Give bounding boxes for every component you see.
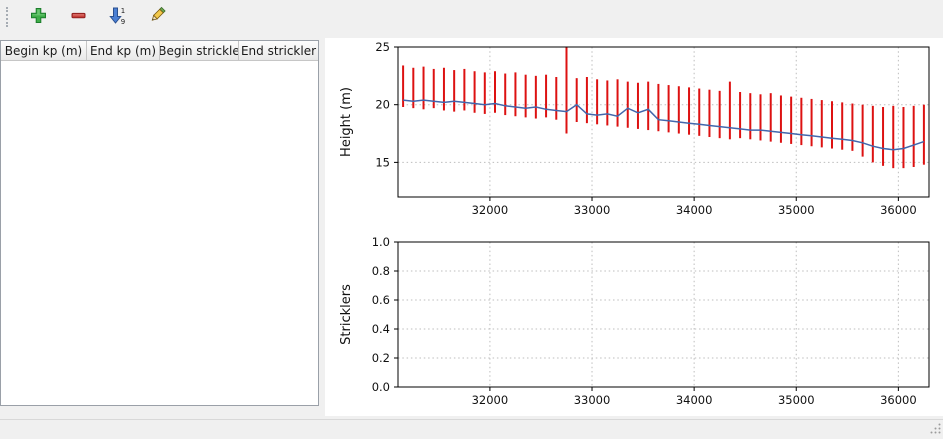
charts-panel: 32000 33000 34000 35000 36000 15 20 25 Height (m…: [325, 38, 943, 416]
table-body[interactable]: [1, 61, 318, 405]
add-row-button[interactable]: [24, 4, 52, 30]
svg-text:32000: 32000: [472, 203, 509, 217]
sort-numeric-button[interactable]: 1 9: [104, 4, 132, 30]
stricklers-table: Begin kp (m) End kp (m) Begin strickle E…: [0, 40, 319, 406]
svg-text:34000: 34000: [676, 393, 713, 407]
svg-text:0.8: 0.8: [372, 264, 390, 278]
svg-text:9: 9: [121, 18, 125, 26]
svg-text:34000: 34000: [676, 203, 713, 217]
column-header-begin-strickler[interactable]: Begin strickle: [160, 41, 239, 60]
svg-text:32000: 32000: [472, 393, 509, 407]
svg-text:Height (m): Height (m): [339, 87, 354, 157]
svg-text:35000: 35000: [778, 203, 815, 217]
table-header-row: Begin kp (m) End kp (m) Begin strickle E…: [1, 41, 318, 61]
svg-text:33000: 33000: [574, 393, 611, 407]
svg-text:1.0: 1.0: [372, 235, 390, 249]
svg-text:25: 25: [375, 40, 390, 54]
svg-text:0.4: 0.4: [372, 322, 390, 336]
toolbar-drag-handle[interactable]: [6, 7, 10, 27]
remove-row-button[interactable]: [64, 4, 92, 30]
column-header-end-kp[interactable]: End kp (m): [87, 41, 160, 60]
plus-icon: [30, 7, 47, 27]
minus-icon: [70, 7, 87, 27]
svg-text:33000: 33000: [574, 203, 611, 217]
svg-text:0.6: 0.6: [372, 293, 390, 307]
svg-text:20: 20: [375, 98, 390, 112]
sort-numeric-icon: 1 9: [108, 6, 128, 29]
svg-text:0.2: 0.2: [372, 351, 390, 365]
svg-text:36000: 36000: [880, 203, 917, 217]
toolbar: 1 9: [0, 0, 943, 34]
status-bar: [0, 419, 943, 434]
edit-button[interactable]: [144, 4, 172, 30]
column-header-end-strickler[interactable]: End strickler: [240, 43, 317, 58]
svg-text:0.0: 0.0: [372, 380, 390, 394]
column-header-begin-kp[interactable]: Begin kp (m): [1, 41, 87, 60]
svg-text:35000: 35000: [778, 393, 815, 407]
pencil-icon: [149, 6, 168, 28]
stricklers-chart: 32000 33000 34000 35000 36000 0.0 0.2 0.4 0.6 0.8…: [339, 235, 930, 407]
svg-text:1: 1: [121, 7, 125, 15]
svg-text:36000: 36000: [880, 393, 917, 407]
svg-text:Stricklers: Stricklers: [339, 284, 354, 345]
svg-text:15: 15: [375, 155, 390, 169]
resize-grip-icon[interactable]: [929, 420, 942, 434]
height-chart: 32000 33000 34000 35000 36000 15 20 25 Height (m…: [339, 40, 930, 217]
